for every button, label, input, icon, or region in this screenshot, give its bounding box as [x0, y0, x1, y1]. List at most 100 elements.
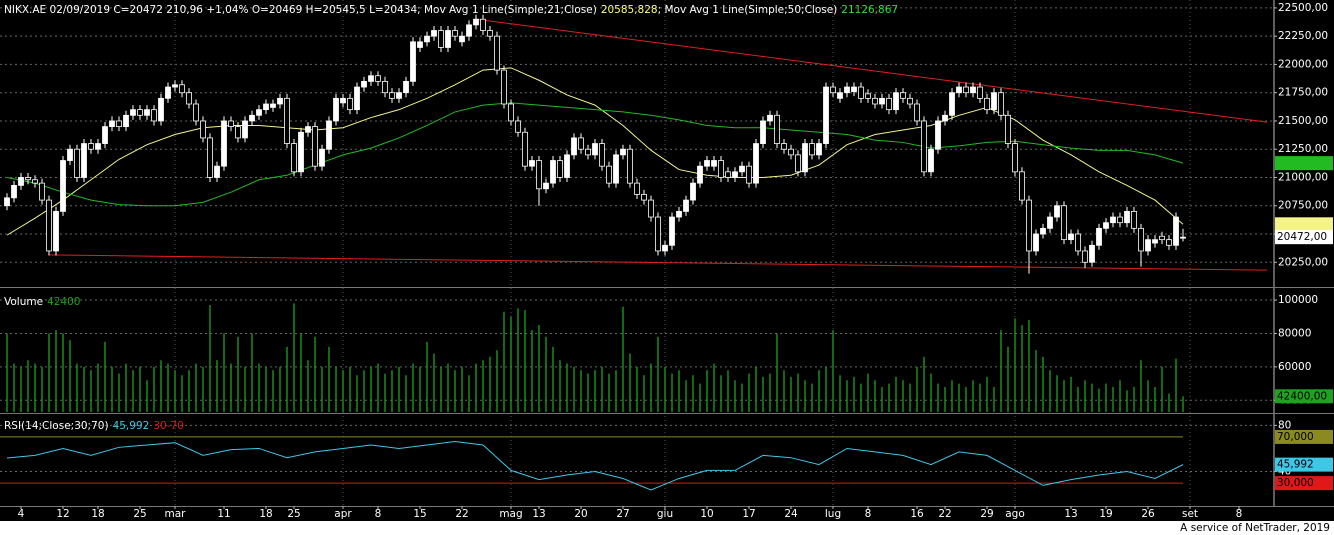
- candle-body: [515, 120, 521, 133]
- x-tick-label: 13: [1064, 508, 1077, 520]
- candle-body: [788, 148, 794, 156]
- y-tick-label: 21000,00: [1278, 171, 1328, 183]
- x-tick-label: 10: [700, 508, 713, 520]
- candle-body: [1117, 216, 1123, 224]
- x-tick-label: mar: [165, 508, 187, 520]
- x-tick-label: lug: [825, 508, 841, 520]
- candle-body: [865, 93, 871, 99]
- candle-body: [508, 103, 514, 122]
- candle-body: [1138, 227, 1144, 252]
- header-part: ; Mov Avg 1 Line(Simple;50;Close): [658, 4, 838, 16]
- close-value-label-box: [1275, 230, 1333, 245]
- candle-body: [606, 165, 612, 184]
- candle-body: [550, 160, 556, 184]
- candle-body: [1166, 239, 1172, 246]
- candle-body: [858, 86, 864, 99]
- candle-body: [109, 120, 115, 128]
- candle-body: [298, 131, 304, 173]
- candle-body: [74, 148, 80, 178]
- x-tick-label: 8: [375, 508, 382, 520]
- candle-body: [984, 97, 990, 111]
- candle-body: [809, 143, 815, 156]
- candle-body: [312, 126, 318, 167]
- candle-body: [291, 143, 297, 173]
- chart-header: NIKX.AE 02/09/2019 C=20472 210,96 +1,04%…: [4, 4, 898, 16]
- candle-body: [1131, 210, 1137, 229]
- candle-body: [1103, 222, 1109, 229]
- x-tick-label: 8: [1236, 508, 1243, 520]
- panel-title-levels: 30-70: [153, 420, 184, 432]
- candle-body: [487, 30, 493, 37]
- candle-body: [368, 75, 374, 82]
- candle-body: [130, 109, 136, 116]
- x-tick-label: 11: [217, 508, 230, 520]
- y-tick-label: 22250,00: [1278, 30, 1328, 42]
- panel-title: Volume: [4, 296, 43, 308]
- candle-body: [970, 86, 976, 94]
- x-tick-label: 4: [18, 508, 25, 520]
- ma-value-label-box: [1275, 156, 1333, 171]
- panel-header: Volume 42400: [4, 296, 80, 308]
- trend-line: [48, 254, 1268, 271]
- candle-body: [914, 103, 920, 122]
- candle-body: [522, 131, 528, 167]
- x-tick-label: 18: [91, 508, 104, 520]
- candle-body: [641, 194, 647, 201]
- candle-body: [1089, 244, 1095, 263]
- candle-body: [690, 182, 696, 201]
- chart-background: [0, 0, 1334, 521]
- candle-body: [830, 86, 836, 94]
- candle-body: [767, 114, 773, 122]
- candle-body: [1061, 205, 1067, 241]
- y-tick-label: 100000: [1278, 294, 1318, 306]
- candle-body: [424, 35, 430, 43]
- y-tick-label: 20250,00: [1278, 256, 1328, 268]
- candle-body: [284, 97, 290, 144]
- candle-body: [1047, 216, 1053, 229]
- candle-body: [564, 154, 570, 178]
- volume-value-label: 42400,00: [1277, 390, 1327, 402]
- candle-body: [739, 165, 745, 173]
- candle-body: [256, 109, 262, 116]
- candle-body: [1096, 227, 1102, 246]
- candle-body: [179, 84, 185, 94]
- candle-body: [620, 148, 626, 156]
- x-tick-label: 29: [980, 508, 993, 520]
- candle-body: [627, 148, 633, 184]
- candle-body: [263, 103, 269, 111]
- x-tick-label: 12: [56, 508, 69, 520]
- candle-body: [186, 92, 192, 105]
- panel-header: RSI(14;Close;30;70) 45,992 30-70: [4, 420, 184, 432]
- y-tick-label: 20750,00: [1278, 200, 1328, 212]
- x-tick-label: 22: [938, 508, 951, 520]
- candle-body: [1005, 114, 1011, 144]
- candle-body: [172, 84, 178, 88]
- footer-text: A service of NetTrader, 2019: [1180, 522, 1330, 534]
- candle-body: [382, 80, 388, 94]
- candle-body: [116, 120, 122, 128]
- candle-body: [1082, 250, 1088, 263]
- candle-body: [207, 137, 213, 178]
- x-tick-label: 26: [1141, 508, 1155, 520]
- candle-body: [375, 75, 381, 82]
- x-tick-label: 25: [133, 508, 146, 520]
- candle-body: [270, 103, 276, 108]
- candle-body: [634, 182, 640, 195]
- candle-body: [480, 18, 486, 31]
- candle-body: [326, 120, 332, 150]
- candle-body: [4, 197, 10, 207]
- y-tick-label: 21500,00: [1278, 115, 1328, 127]
- x-tick-label: set: [1182, 508, 1198, 520]
- candle-body: [725, 171, 731, 178]
- candle-body: [1110, 216, 1116, 224]
- candle-body: [1040, 227, 1046, 235]
- candle-body: [802, 143, 808, 173]
- candle-body: [410, 41, 416, 82]
- candle-body: [494, 35, 500, 71]
- candle-body: [571, 137, 577, 156]
- candle-body: [39, 182, 45, 201]
- level-label-box: [1275, 429, 1333, 444]
- candle-body: [669, 216, 675, 246]
- candle-body: [851, 86, 857, 92]
